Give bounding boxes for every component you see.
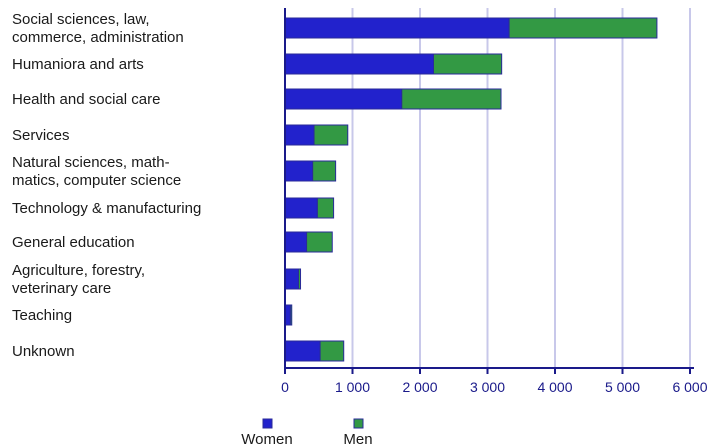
bar-women-4 [284,160,314,182]
x-tick-label: 4 000 [537,379,572,395]
category-label: veterinary care [12,280,111,297]
x-tick-label: 3 000 [470,379,505,395]
bar-men-9 [319,340,345,362]
bar-women-9 [284,340,321,362]
x-axis: 0 1 000 2 000 3 000 4 000 5 000 6 000 [281,8,708,395]
bar-men-4 [312,160,337,182]
category-label: commerce, administration [12,29,184,46]
bar-women-0 [284,17,510,39]
category-label: matics, computer science [12,172,181,189]
bar-men-3 [313,124,349,146]
category-label: Health and social care [12,91,160,108]
bar-men-0 [508,17,658,39]
category-label: Social sciences, law, [12,11,150,28]
x-tick-label: 0 [281,379,289,395]
bar-women-6 [284,231,308,253]
bar-men-5 [316,197,335,219]
bar-women-7 [284,268,299,290]
x-tick-label: 5 000 [605,379,640,395]
x-tick-label: 2 000 [402,379,437,395]
category-label: Natural sciences, math- [12,154,170,171]
legend-label-men: Men [343,431,372,447]
x-tick-label: 6 000 [672,379,707,395]
bar-men-7 [298,268,302,290]
x-tick-label: 1 000 [335,379,370,395]
legend-swatch-men [353,418,364,429]
legend: Women Men [241,418,373,447]
bar-men-6 [306,231,333,253]
bar-women-3 [284,124,315,146]
bar-men-1 [433,53,503,75]
category-label: Services [12,127,70,144]
bar-men-8 [289,304,293,326]
category-label: Technology & manufacturing [12,200,201,217]
bar-women-1 [284,53,434,75]
category-label: General education [12,234,135,251]
bar-women-2 [284,88,403,110]
category-label: Unknown [12,343,75,360]
bar-women-5 [284,197,318,219]
category-labels: Social sciences, law,commerce, administr… [12,11,201,360]
category-label: Humaniora and arts [12,56,144,73]
category-label: Teaching [12,307,72,324]
category-label: Agriculture, forestry, [12,262,145,279]
bars [284,17,658,362]
bar-men-2 [401,88,502,110]
legend-label-women: Women [241,431,292,447]
legend-swatch-women [262,418,273,429]
